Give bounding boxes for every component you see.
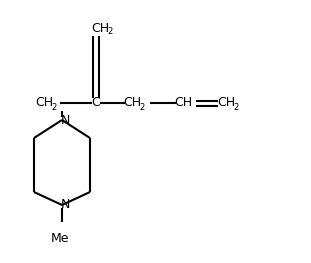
Text: 2: 2 [233,103,239,112]
Text: C: C [92,97,100,109]
Text: Me: Me [51,231,69,245]
Text: 2: 2 [139,103,145,112]
Text: CH: CH [174,97,192,109]
Text: 2: 2 [51,103,57,112]
Text: CH: CH [91,22,109,34]
Text: N: N [60,114,70,127]
Text: CH: CH [123,97,141,109]
Text: N: N [60,199,70,211]
Text: 2: 2 [107,28,113,37]
Text: CH: CH [217,97,235,109]
Text: CH: CH [35,97,53,109]
